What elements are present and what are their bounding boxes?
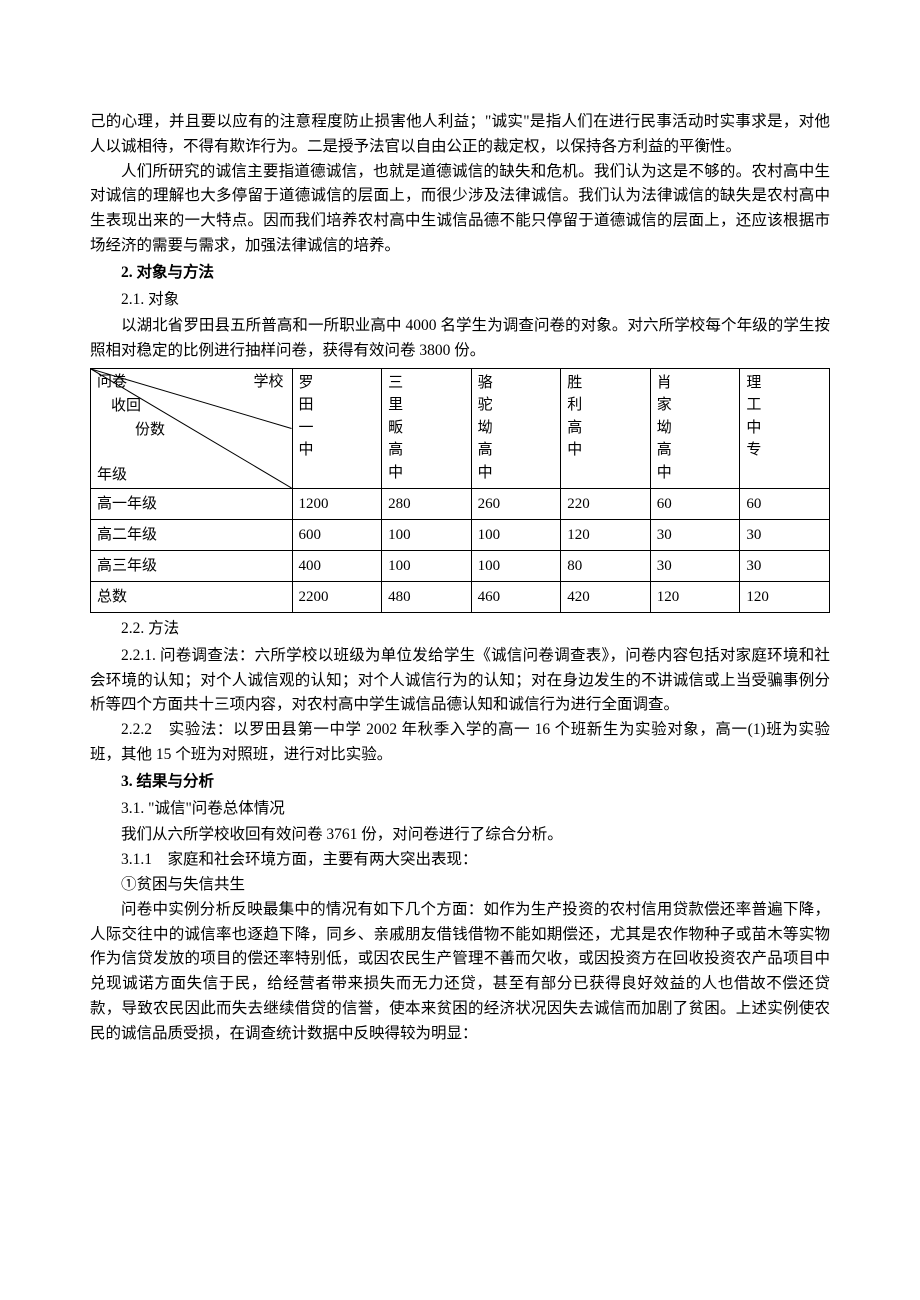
- table-cell: 120: [561, 519, 651, 550]
- table-cell: 420: [561, 581, 651, 612]
- school-header-6: 理 工 中 专: [740, 368, 830, 488]
- table-cell: 100: [382, 550, 472, 581]
- paragraph: 以湖北省罗田县五所普高和一所职业高中 4000 名学生为调查问卷的对象。对六所学…: [90, 314, 830, 364]
- row-label: 高三年级: [91, 550, 293, 581]
- diagonal-header-cell: 问卷 学校 收回 份数 年级: [91, 368, 293, 488]
- table-cell: 220: [561, 488, 651, 519]
- school-header-1: 罗 田 一 中: [292, 368, 382, 488]
- table-cell: 100: [471, 550, 561, 581]
- paragraph: 人们所研究的诚信主要指道德诚信，也就是道德诚信的缺失和危机。我们认为这是不够的。…: [90, 160, 830, 259]
- diag-label-received: 收回: [111, 397, 141, 415]
- table-cell: 400: [292, 550, 382, 581]
- table-row: 高二年级 600 100 100 120 30 30: [91, 519, 830, 550]
- table-cell: 30: [740, 550, 830, 581]
- section-heading-2: 2. 对象与方法: [90, 261, 830, 286]
- paragraph: 3.1.1 家庭和社会环境方面，主要有两大突出表现：: [90, 848, 830, 873]
- school-header-5: 肖 家 坳 高 中: [650, 368, 740, 488]
- table-header-row: 问卷 学校 收回 份数 年级 罗 田 一 中 三 里 畈 高 中 骆 驼 坳 高…: [91, 368, 830, 488]
- paragraph: 2.2.1. 问卷调查法：六所学校以班级为单位发给学生《诚信问卷调查表》，问卷内…: [90, 644, 830, 718]
- survey-table: 问卷 学校 收回 份数 年级 罗 田 一 中 三 里 畈 高 中 骆 驼 坳 高…: [90, 368, 830, 613]
- diag-label-grade: 年级: [97, 466, 127, 484]
- subsection-3-1: 3.1. "诚信"问卷总体情况: [90, 797, 830, 822]
- table-cell: 30: [740, 519, 830, 550]
- paragraph: 2.2.2 实验法：以罗田县第一中学 2002 年秋季入学的高一 16 个班新生…: [90, 718, 830, 768]
- table-cell: 80: [561, 550, 651, 581]
- school-header-4: 胜 利 高 中: [561, 368, 651, 488]
- table-row: 高一年级 1200 280 260 220 60 60: [91, 488, 830, 519]
- table-cell: 30: [650, 519, 740, 550]
- diag-label-questionnaire: 问卷: [97, 373, 127, 391]
- subsection-2-1: 2.1. 对象: [90, 288, 830, 313]
- table-cell: 480: [382, 581, 472, 612]
- table-row-total: 总数 2200 480 460 420 120 120: [91, 581, 830, 612]
- subsection-2-2: 2.2. 方法: [90, 617, 830, 642]
- table-row: 高三年级 400 100 100 80 30 30: [91, 550, 830, 581]
- row-label: 高一年级: [91, 488, 293, 519]
- table-cell: 2200: [292, 581, 382, 612]
- row-label: 总数: [91, 581, 293, 612]
- paragraph: 我们从六所学校收回有效问卷 3761 份，对问卷进行了综合分析。: [90, 823, 830, 848]
- paragraph: 问卷中实例分析反映最集中的情况有如下几个方面：如作为生产投资的农村信用贷款偿还率…: [90, 898, 830, 1047]
- table-cell: 100: [382, 519, 472, 550]
- table-cell: 260: [471, 488, 561, 519]
- table-cell: 460: [471, 581, 561, 612]
- table-cell: 60: [650, 488, 740, 519]
- table-cell: 60: [740, 488, 830, 519]
- school-header-2: 三 里 畈 高 中: [382, 368, 472, 488]
- table-cell: 120: [740, 581, 830, 612]
- table-cell: 100: [471, 519, 561, 550]
- table-cell: 600: [292, 519, 382, 550]
- table-cell: 30: [650, 550, 740, 581]
- paragraph-cont: 己的心理，并且要以应有的注意程度防止损害他人利益；"诚实"是指人们在进行民事活动…: [90, 110, 830, 160]
- diag-label-copies: 份数: [135, 421, 165, 439]
- table-cell: 120: [650, 581, 740, 612]
- table-cell: 1200: [292, 488, 382, 519]
- section-heading-3: 3. 结果与分析: [90, 770, 830, 795]
- diag-label-school: 学校: [254, 373, 284, 391]
- paragraph: ①贫困与失信共生: [90, 873, 830, 898]
- school-header-3: 骆 驼 坳 高 中: [471, 368, 561, 488]
- row-label: 高二年级: [91, 519, 293, 550]
- table-cell: 280: [382, 488, 472, 519]
